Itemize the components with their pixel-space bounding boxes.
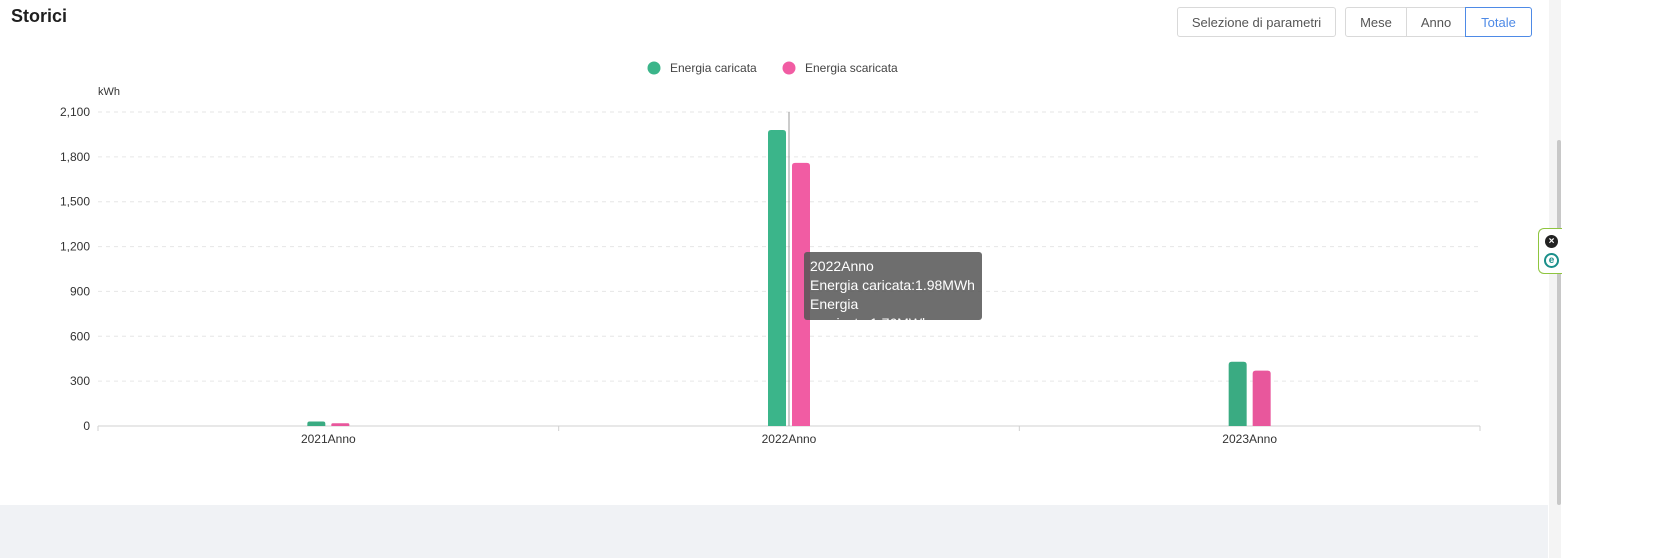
y-tick-label: 900 (70, 284, 90, 298)
legend-label-energia-caricata[interactable]: Energia caricata (670, 61, 757, 75)
y-tick-label: 1,500 (60, 195, 90, 209)
y-tick-label: 600 (70, 329, 90, 343)
y-tick-label: 1,200 (60, 240, 90, 254)
page-title: Storici (11, 6, 68, 26)
tooltip-title: 2022Anno (810, 258, 874, 274)
bar-energia-caricata[interactable] (307, 421, 326, 426)
legend-dot-energia-caricata[interactable] (647, 61, 661, 75)
bar-energia-scaricata[interactable] (1252, 370, 1271, 426)
x-tick-label: 2021Anno (301, 432, 356, 446)
bar-energia-scaricata[interactable] (331, 423, 350, 426)
edge-e-icon[interactable]: e (1544, 253, 1559, 268)
tooltip-line-charged: Energia caricata:1.98MWh (810, 277, 975, 293)
bar-energia-caricata[interactable] (1228, 361, 1247, 426)
y-axis-ticks: 2,100 1,800 1,500 1,200 900 600 300 0 (60, 105, 90, 433)
close-icon[interactable]: × (1545, 235, 1558, 248)
chart-legend: Energia caricata Energia scaricata (647, 61, 898, 75)
y-tick-label: 0 (83, 419, 90, 433)
footer-strip (0, 505, 1548, 558)
y-tick-label: 2,100 (60, 105, 90, 119)
chart-bars (307, 129, 1271, 427)
y-tick-label: 1,800 (60, 150, 90, 164)
history-bar-chart: Energia caricata Energia scaricata kWh 2… (60, 61, 1481, 446)
x-tick-label: 2022Anno (762, 432, 817, 446)
x-axis: 2021Anno 2022Anno 2023Anno (97, 425, 1481, 446)
chart-tooltip: 2022Anno Energia caricata:1.98MWh Energi… (804, 252, 982, 331)
scrollbar-thumb[interactable] (1557, 140, 1561, 505)
x-tick-label: 2023Anno (1222, 432, 1277, 446)
legend-dot-energia-scaricata[interactable] (782, 61, 796, 75)
parameter-selection-button[interactable]: Selezione di parametri (1177, 7, 1336, 37)
right-gutter (1548, 0, 1678, 558)
tooltip-line-discharged: Energia scaricata:1.76MWh (810, 296, 930, 331)
bar-energia-caricata[interactable] (768, 129, 786, 426)
bar-energia-scaricata[interactable] (792, 162, 810, 427)
y-axis-unit-label: kWh (98, 86, 120, 98)
period-month-button[interactable]: Mese (1345, 7, 1407, 37)
period-total-button[interactable]: Totale (1465, 7, 1532, 37)
y-tick-label: 300 (70, 374, 90, 388)
legend-label-energia-scaricata[interactable]: Energia scaricata (805, 61, 898, 75)
